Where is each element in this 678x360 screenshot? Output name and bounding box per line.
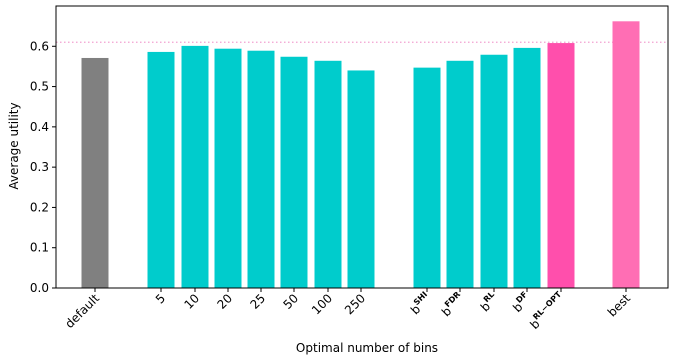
x-tick-label-main: best: [605, 291, 633, 319]
bar: [480, 54, 508, 289]
x-tick-label-superscript: FDR: [443, 290, 462, 309]
bar: [147, 51, 175, 288]
bar: [214, 48, 242, 289]
y-tick-label: 0.0: [30, 281, 49, 295]
y-tick-label: 0.1: [30, 241, 49, 255]
bar: [513, 47, 541, 289]
x-tick-label: 100: [309, 291, 335, 317]
x-tick-label: default: [62, 291, 102, 331]
y-tick-label: 0.4: [30, 120, 49, 134]
x-tick-label: bRL−OPT: [526, 289, 569, 332]
x-tick-label-main: 50: [280, 291, 301, 312]
bar: [280, 56, 308, 289]
x-tick-label: bRL: [476, 290, 501, 315]
bar: [612, 21, 640, 289]
x-axis-label: Optimal number of bins: [296, 341, 438, 355]
bar: [81, 57, 109, 289]
x-tick-label-superscript: RL−OPT: [531, 289, 563, 321]
bar: [446, 60, 474, 288]
x-tick-label: bSHI: [406, 290, 434, 318]
y-tick-label: 0.6: [30, 39, 49, 53]
x-tick-label: bDF: [509, 290, 534, 315]
y-axis-label: Average utility: [7, 102, 21, 189]
y-tick-label: 0.2: [30, 200, 49, 214]
x-tick-label-superscript: SHI: [412, 290, 429, 307]
plot-frame: [55, 5, 669, 289]
x-tick-label: 250: [342, 291, 368, 317]
x-tick-label-main: 25: [247, 291, 268, 312]
plot-area: 0.0 0.1 0.2 0.3 0.4 0.5 0.6 default 5 10 20 25 50 100…: [30, 5, 669, 332]
y-tick-label: 0.3: [30, 160, 49, 174]
x-tick-label: best: [605, 291, 633, 319]
x-tick-label: bFDR: [438, 290, 468, 320]
x-tick-label-main: 20: [214, 291, 235, 312]
x-tick-label: 20: [214, 291, 235, 312]
bar: [247, 50, 275, 288]
x-tick-label-main: 10: [181, 291, 202, 312]
bar: [413, 67, 441, 288]
bar: [547, 43, 575, 288]
x-tick-label-main: default: [62, 291, 102, 331]
bar: [181, 45, 209, 288]
x-tick-label-main: 250: [342, 291, 368, 317]
x-tick-label: 50: [280, 291, 301, 312]
x-tick-label: 10: [181, 291, 202, 312]
x-tick-label-main: 5: [153, 291, 168, 306]
x-tick-label: 25: [247, 291, 268, 312]
x-tick-label-main: 100: [309, 291, 335, 317]
x-tick-label: 5: [153, 291, 168, 306]
y-tick-label: 0.5: [30, 80, 49, 94]
bar: [314, 60, 342, 288]
bar: [347, 70, 375, 288]
